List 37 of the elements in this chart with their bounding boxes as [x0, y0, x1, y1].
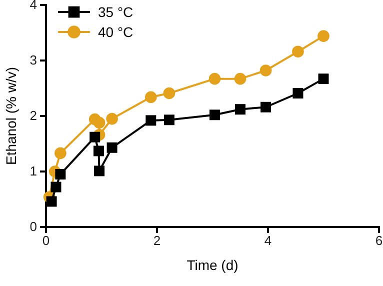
point: [209, 110, 220, 120]
x-tick-label: 6: [375, 233, 383, 248]
x-tick-label: 4: [264, 233, 272, 248]
y-tick-label: 4: [30, 0, 37, 12]
y-tick-label: 3: [30, 52, 37, 68]
x-axis-title: Time (d): [186, 257, 238, 273]
y-tick-label: 1: [30, 164, 37, 179]
point: [55, 169, 66, 180]
point: [106, 142, 118, 153]
point: [106, 112, 118, 125]
point: [292, 88, 304, 98]
point: [260, 64, 272, 76]
point: [46, 196, 57, 207]
point: [164, 114, 174, 126]
y-axis-title: Ethanol (% w/v): [3, 66, 19, 166]
point: [292, 46, 304, 58]
legend-label: 40 °C: [98, 24, 134, 40]
point: [318, 30, 330, 42]
point: [50, 182, 62, 192]
point: [163, 87, 176, 100]
point: [93, 146, 104, 156]
point: [94, 166, 105, 176]
point: [234, 72, 246, 85]
point: [90, 132, 100, 142]
y-tick-label: 0: [30, 219, 37, 234]
point: [318, 74, 329, 84]
point: [93, 116, 106, 129]
x-tick-label: 0: [42, 233, 50, 248]
point: [260, 102, 272, 112]
point: [208, 72, 221, 85]
point: [235, 104, 246, 115]
y-tick-label: 2: [30, 108, 37, 124]
point: [144, 91, 157, 104]
point: [54, 147, 66, 160]
point: [146, 115, 156, 126]
legend-label: 35 °C: [98, 4, 134, 20]
x-tick-label: 2: [153, 233, 161, 248]
